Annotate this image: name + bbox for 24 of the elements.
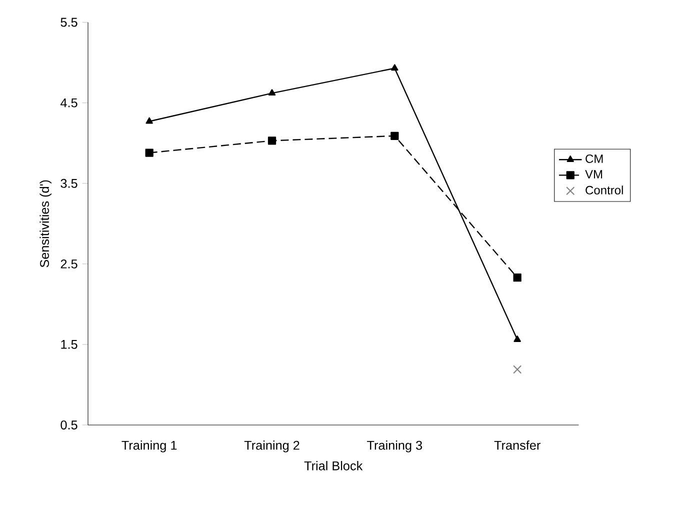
y-axis-title: Sensitivities (d')	[40, 180, 52, 268]
point	[513, 274, 522, 282]
x-axis-title: Trial Block	[304, 461, 363, 470]
point	[145, 148, 154, 157]
y-tick-label: 3.5	[60, 178, 78, 188]
y-tick-label: 0.5	[60, 420, 78, 430]
point	[513, 365, 522, 374]
y-tick-label: 2.5	[60, 259, 78, 268]
point	[268, 136, 276, 145]
y-tick-label: 1.5	[61, 340, 78, 349]
y-tick-label: 4.5	[60, 98, 78, 108]
point	[390, 132, 399, 140]
x-tick-label: Training 1	[122, 440, 177, 452]
point	[514, 336, 521, 342]
point	[391, 64, 398, 71]
point	[146, 117, 153, 124]
legend-label: Control	[586, 186, 623, 194]
legend-label: VM	[585, 170, 602, 178]
x-tick-label: Transfer	[494, 440, 540, 450]
x-tick-label: Training 3	[367, 440, 422, 452]
y-tick-label: 5.5	[60, 18, 78, 27]
x-tick-label: Training 2	[244, 440, 300, 452]
legend-label: CM	[586, 154, 603, 163]
point	[268, 89, 276, 96]
